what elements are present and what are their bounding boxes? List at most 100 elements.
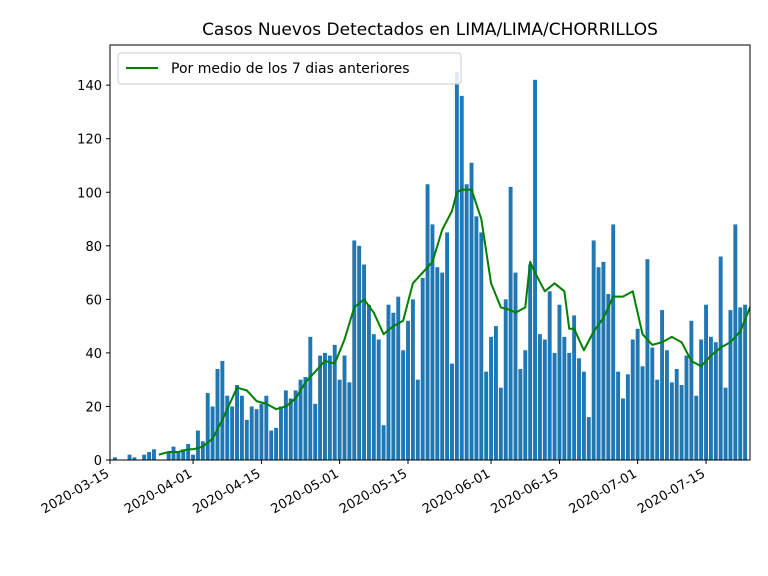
bar: [581, 371, 586, 460]
bar: [728, 310, 733, 460]
bar: [357, 245, 362, 460]
y-tick-label: 120: [77, 133, 102, 148]
bar: [679, 385, 684, 460]
bar: [445, 232, 450, 460]
bar: [215, 368, 220, 460]
y-tick-label: 0: [94, 454, 102, 469]
bar: [347, 382, 352, 460]
bar: [415, 379, 420, 460]
bar: [142, 454, 147, 460]
bar: [318, 355, 323, 460]
bar: [181, 449, 186, 460]
legend: Por medio de los 7 dias anteriores: [117, 52, 462, 85]
bar: [230, 406, 235, 460]
bar: [513, 272, 518, 460]
bar: [313, 403, 318, 460]
bar: [572, 315, 577, 460]
bar: [577, 358, 581, 460]
bar: [381, 425, 386, 460]
bar: [244, 419, 249, 460]
bar: [708, 336, 713, 460]
bar: [611, 224, 616, 460]
bar: [489, 336, 494, 460]
y-tick-label: 80: [85, 240, 102, 255]
bar: [479, 232, 484, 460]
bar: [147, 451, 152, 460]
bar: [366, 304, 371, 460]
chart-title: Casos Nuevos Detectados en LIMA/LIMA/CHO…: [202, 20, 658, 40]
bar: [704, 304, 708, 460]
bar: [738, 307, 743, 460]
bar: [601, 261, 606, 460]
bar: [635, 328, 640, 460]
bar: [450, 363, 454, 460]
bar: [288, 398, 293, 460]
bar: [684, 355, 689, 460]
bar: [528, 264, 533, 460]
bar: [293, 390, 298, 460]
bar: [723, 387, 728, 460]
bar: [474, 216, 479, 460]
bar: [274, 427, 279, 460]
bar: [660, 310, 665, 460]
x-tick-label: 2020-06-15: [489, 466, 562, 517]
y-tick-label: 100: [77, 186, 102, 201]
bar: [235, 385, 239, 460]
bar: [406, 320, 410, 460]
bar: [264, 395, 269, 460]
bar: [171, 446, 176, 460]
moving-average-line: [158, 188, 751, 456]
bar: [469, 162, 474, 460]
bar: [430, 224, 435, 460]
bar: [308, 336, 313, 460]
bar: [210, 406, 215, 460]
bar: [342, 355, 347, 460]
bar: [713, 342, 718, 460]
bar: [542, 339, 547, 460]
bar: [152, 449, 156, 460]
bar: [225, 395, 230, 460]
plot-frame: [109, 44, 751, 461]
x-tick-label: 2020-04-15: [191, 466, 264, 517]
bar: [386, 304, 391, 460]
moving-average-group: [158, 188, 751, 456]
bar: [494, 326, 498, 460]
bar: [279, 406, 283, 460]
bar: [630, 339, 635, 460]
bar: [371, 334, 376, 460]
bar: [205, 393, 210, 460]
bar: [186, 443, 191, 460]
bar: [327, 355, 332, 460]
bar: [362, 264, 366, 460]
bar: [591, 240, 596, 460]
bar: [621, 398, 625, 460]
bar: [537, 334, 542, 460]
bar: [200, 441, 205, 460]
legend-box: [117, 52, 462, 85]
bar: [254, 409, 259, 460]
x-tick-label: 2020-04-01: [122, 466, 195, 517]
bar: [508, 186, 513, 460]
x-tick-label: 2020-06-01: [420, 466, 493, 517]
bar: [195, 430, 200, 460]
bar: [283, 390, 288, 460]
bar: [127, 454, 132, 460]
bar: [498, 387, 503, 460]
bar: [606, 294, 611, 460]
bar: [220, 360, 225, 460]
bar: [249, 406, 254, 460]
x-tick-label: 2020-03-15: [39, 466, 112, 517]
x-tick-label: 2020-07-15: [635, 466, 708, 517]
bar: [567, 352, 572, 460]
bar: [132, 457, 137, 460]
bar: [323, 352, 327, 460]
bar: [650, 347, 655, 460]
bar: [376, 339, 381, 460]
bar: [533, 79, 537, 460]
y-tick-label: 60: [85, 293, 102, 308]
bar: [298, 379, 303, 460]
bar: [733, 224, 738, 460]
bars-group: [112, 71, 748, 461]
bar: [239, 395, 244, 460]
